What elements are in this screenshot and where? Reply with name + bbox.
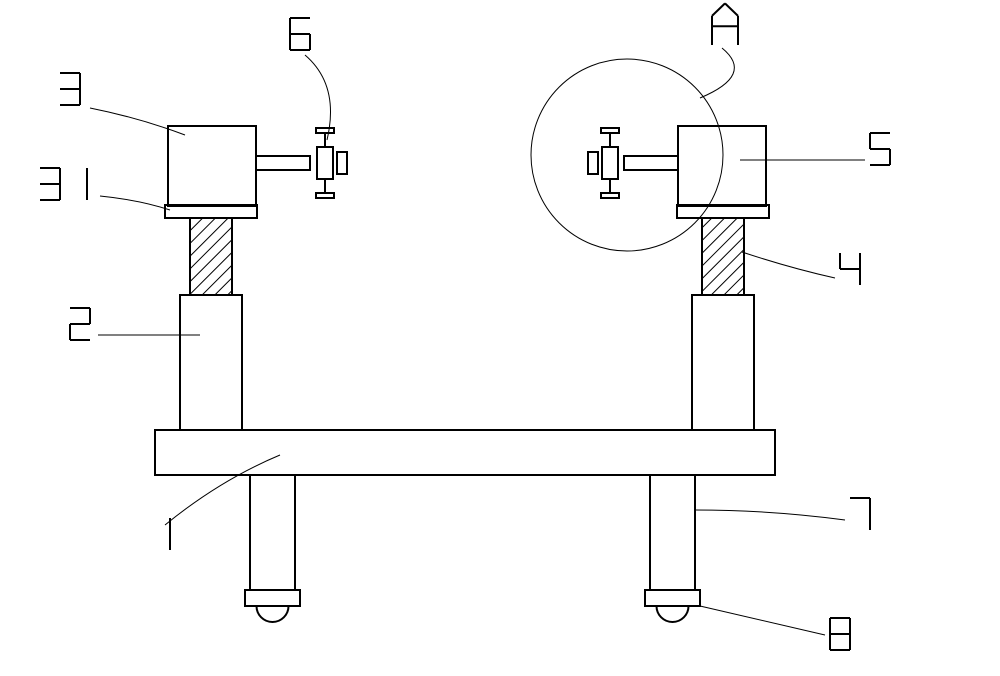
foot-cap-1 bbox=[245, 590, 300, 606]
leader-8 bbox=[700, 606, 825, 635]
base-bar bbox=[155, 430, 775, 475]
leader-31 bbox=[100, 196, 170, 210]
label-4 bbox=[840, 253, 860, 285]
upright-1 bbox=[180, 295, 242, 430]
label-2 bbox=[70, 308, 90, 340]
clamp-1 bbox=[316, 128, 347, 198]
screw-2 bbox=[702, 218, 744, 295]
label-8 bbox=[830, 618, 850, 650]
label-6 bbox=[290, 18, 310, 50]
block-1 bbox=[168, 126, 256, 206]
leg-2 bbox=[650, 475, 695, 590]
leader-A bbox=[700, 48, 734, 98]
label-7 bbox=[850, 498, 870, 530]
arm-1 bbox=[256, 156, 310, 170]
leader-7 bbox=[695, 510, 845, 520]
arm-2 bbox=[624, 156, 678, 170]
label-3 bbox=[60, 73, 80, 105]
foot-ball-2 bbox=[657, 606, 689, 622]
leader-1 bbox=[165, 455, 280, 525]
label-5 bbox=[870, 133, 890, 165]
leg-1 bbox=[250, 475, 295, 590]
label-A bbox=[712, 3, 738, 45]
clamp-2 bbox=[588, 128, 619, 198]
label-31 bbox=[40, 168, 87, 200]
foot-ball-1 bbox=[257, 606, 289, 622]
leader-3 bbox=[90, 108, 185, 135]
screw-1 bbox=[190, 218, 232, 295]
upright-2 bbox=[692, 295, 754, 430]
foot-cap-2 bbox=[645, 590, 700, 606]
leader-4 bbox=[742, 252, 835, 278]
